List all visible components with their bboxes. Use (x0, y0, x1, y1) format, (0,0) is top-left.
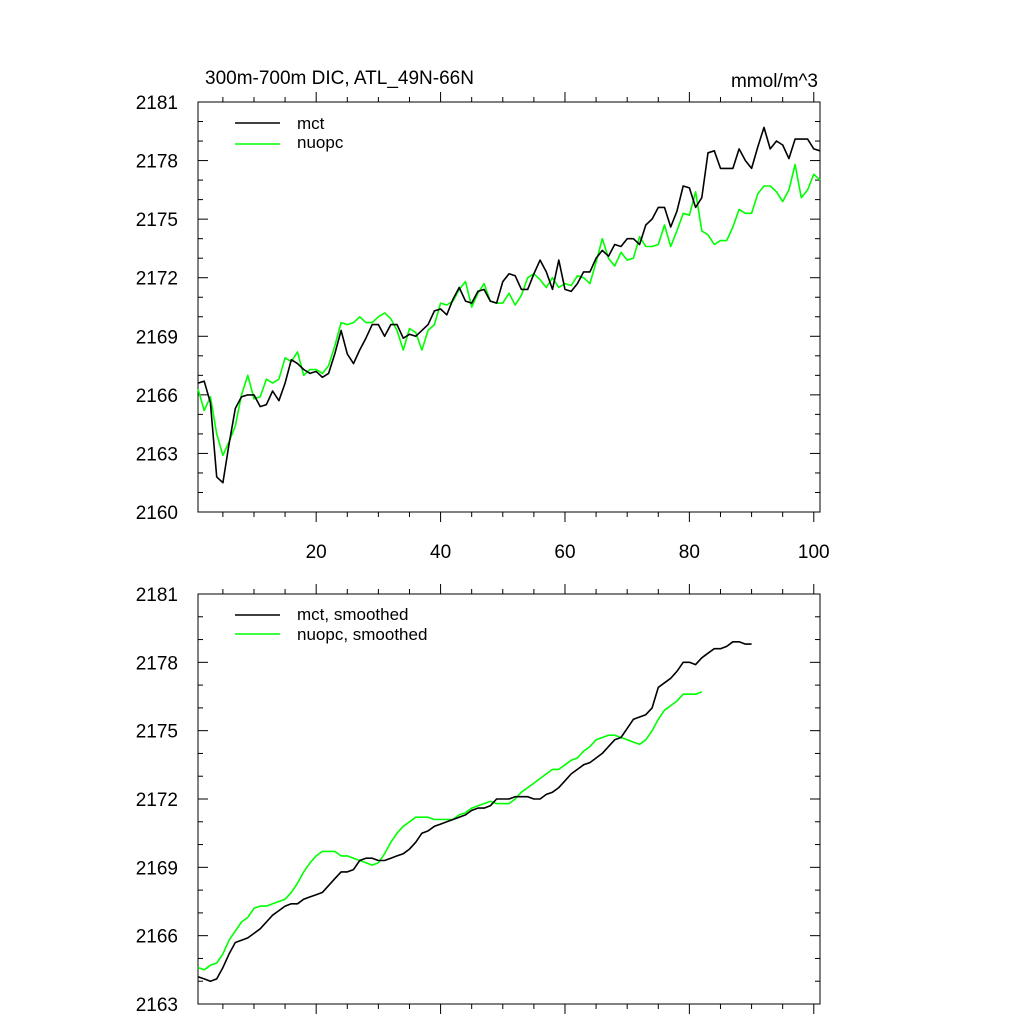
top-y-tick-label: 2175 (136, 210, 178, 231)
top-chart-title: 300m-700m DIC, ATL_49N-66N (205, 68, 474, 89)
legend-nuopc-smoothed-label: nuopc, smoothed (297, 625, 427, 644)
top-panel: 300m-700m DIC, ATL_49N-66N mmol/m^3 2160… (136, 68, 830, 563)
top-plot-frame (197, 101, 821, 513)
top-axis-ticks: 2160 2163 2166 2169 2172 2175 2178 2181 20 40 60 80… (136, 92, 830, 563)
top-chart-units: mmol/m^3 (731, 71, 818, 92)
series-line-mct (197, 126, 821, 484)
top-y-tick-label: 2178 (136, 152, 178, 173)
legend-mct-smoothed-label: mct, smoothed (297, 605, 409, 624)
bottom-y-tick-label: 2181 (136, 585, 178, 606)
bottom-series-lines (197, 640, 752, 983)
top-y-tick-label: 2169 (136, 327, 178, 348)
bottom-panel: 2163 2166 2169 2172 2175 2178 2181 mct, smooth… (136, 584, 821, 1016)
top-legend: mct nuopc (235, 114, 344, 152)
top-y-tick-label: 2166 (136, 386, 178, 407)
series-line-mct-smoothed (197, 640, 752, 983)
top-x-tick-label: 60 (554, 542, 575, 563)
top-y-tick-label: 2163 (136, 444, 178, 465)
top-x-tick-label: 20 (306, 542, 327, 563)
bottom-y-tick-label: 2169 (136, 858, 178, 879)
bottom-y-tick-label: 2172 (136, 790, 178, 811)
bottom-legend: mct, smoothed nuopc, smoothed (235, 605, 427, 644)
top-y-tick-label: 2172 (136, 269, 178, 290)
top-x-tick-label: 100 (798, 542, 830, 563)
top-y-tick-label: 2181 (136, 93, 178, 114)
legend-nuopc-label: nuopc (297, 133, 344, 152)
legend-mct-label: mct (297, 114, 325, 133)
series-line-nuopc (197, 163, 821, 457)
bottom-y-tick-label: 2178 (136, 653, 178, 674)
series-line-nuopc-smoothed (197, 691, 703, 971)
top-x-tick-label: 40 (430, 542, 451, 563)
bottom-y-tick-label: 2163 (136, 995, 178, 1016)
bottom-y-tick-label: 2175 (136, 722, 178, 743)
bottom-axis-ticks: 2163 2166 2169 2172 2175 2178 2181 (136, 584, 820, 1016)
top-y-tick-label: 2160 (136, 503, 178, 524)
top-x-tick-label: 80 (679, 542, 700, 563)
bottom-y-tick-label: 2166 (136, 927, 178, 948)
top-series-lines (197, 126, 821, 484)
